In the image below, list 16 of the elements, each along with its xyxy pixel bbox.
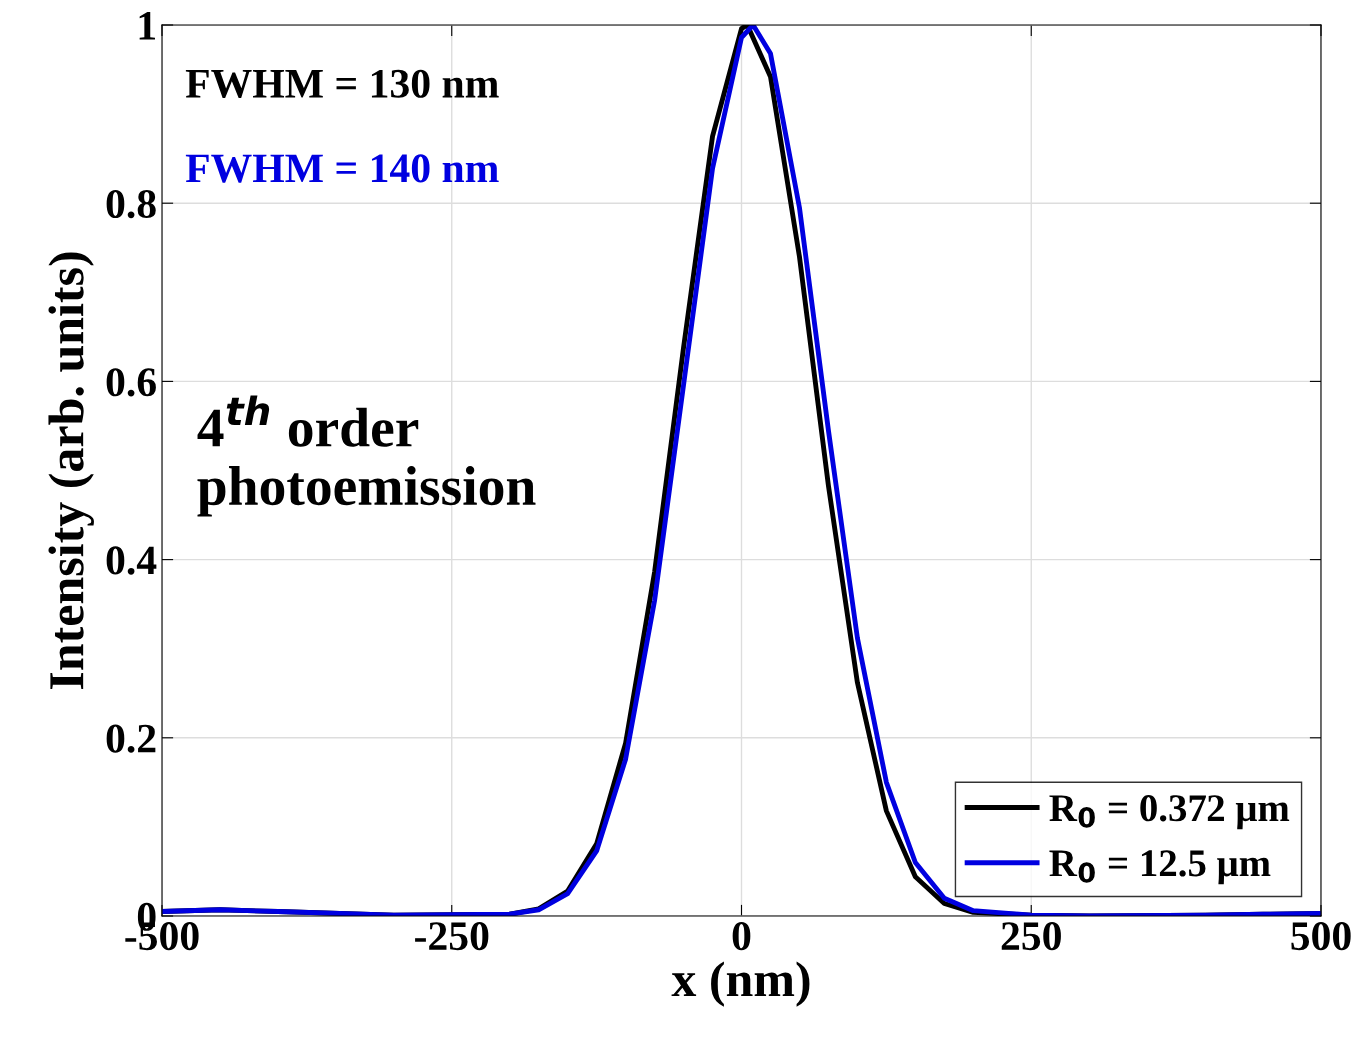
- y-tick-label: 0.8: [106, 189, 156, 219]
- x-axis-title: x (nm): [671, 961, 810, 1007]
- y-tick-label: 0.2: [106, 724, 156, 753]
- x-tick-label: 0: [732, 922, 751, 951]
- y-tick-label: 0.6: [106, 368, 156, 397]
- annotation: FWHM = 130 nm: [185, 69, 499, 99]
- y-tick-label: 0.4: [106, 546, 157, 575]
- x-tick-label: 500: [1291, 922, 1351, 951]
- y-tick-label: 1: [139, 11, 155, 40]
- annotation: FWHM = 140 nm: [185, 154, 499, 183]
- x-tick-label: -250: [415, 922, 489, 951]
- legend-label: R$_{0}$ = 12.5 μm: [1049, 850, 1271, 885]
- legend-label: R$_{0}$ = 0.372 μm: [1049, 795, 1290, 830]
- annotation: 4$^{th}$ order photoemission: [197, 395, 536, 517]
- x-tick-label: 250: [1001, 922, 1061, 951]
- y-axis-title: Intensity (arb. units): [48, 252, 94, 689]
